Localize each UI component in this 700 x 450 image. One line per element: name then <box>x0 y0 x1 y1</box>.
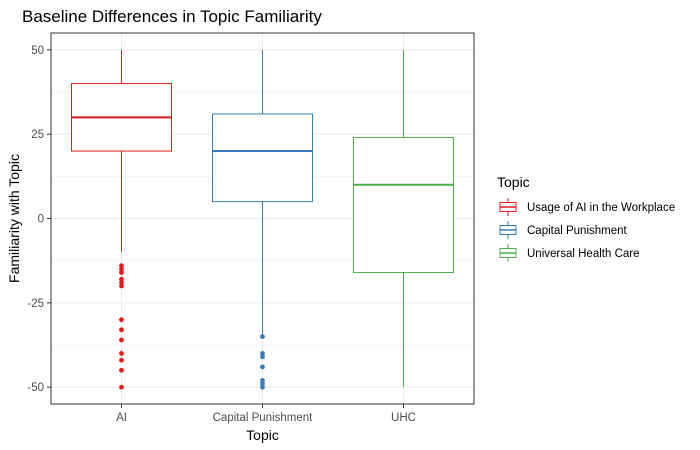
x-tick-label: Capital Punishment <box>213 412 314 424</box>
outlier-point <box>119 280 124 285</box>
x-axis-title: Topic <box>246 427 279 443</box>
legend-label: Universal Health Care <box>527 248 640 260</box>
box-group <box>353 49 454 388</box>
outlier-point <box>119 357 124 363</box>
outlier-point <box>119 351 124 356</box>
chart-title: Baseline Differences in Topic Familiarit… <box>22 7 322 26</box>
legend: Topic Usage of AI in the Workplace Capita… <box>497 174 675 262</box>
outlier-point <box>119 317 124 323</box>
y-tick-label: -25 <box>27 298 44 310</box>
outlier-point <box>260 384 265 390</box>
x-tick-label: AI <box>116 412 127 424</box>
y-tick-label: 50 <box>31 45 44 57</box>
legend-key <box>499 244 517 262</box>
legend-title: Topic <box>497 174 530 190</box>
y-axis: -50 -25 0 25 50 <box>27 45 51 394</box>
y-tick-label: 0 <box>38 214 44 226</box>
outlier-point <box>260 334 265 339</box>
outlier-point <box>119 337 124 343</box>
outlier-point <box>260 364 265 370</box>
legend-key <box>499 198 517 216</box>
y-tick-label: -50 <box>27 382 44 394</box>
outlier-point <box>119 276 124 282</box>
outlier-point <box>260 354 265 360</box>
box <box>353 137 454 273</box>
outlier-point <box>119 327 124 333</box>
box <box>212 113 313 203</box>
legend-label: Usage of AI in the Workplace <box>527 202 675 214</box>
boxes <box>71 49 454 390</box>
y-tick-label: 25 <box>31 129 44 141</box>
outlier-point <box>119 283 124 289</box>
outlier-point <box>119 367 124 373</box>
box-group <box>212 49 313 390</box>
legend-label: Capital Punishment <box>527 225 628 237</box>
box-group <box>71 49 172 390</box>
outlier-point <box>260 381 265 387</box>
outlier-point <box>119 384 124 390</box>
outlier-point <box>119 270 124 275</box>
outlier-point <box>260 377 265 383</box>
legend-key <box>499 221 517 239</box>
y-axis-title: Familiarity with Topic <box>6 154 22 283</box>
x-axis: AI Capital Punishment UHC <box>116 404 416 424</box>
outlier-point <box>119 266 124 272</box>
outlier-point <box>260 351 265 356</box>
outlier-point <box>119 263 124 269</box>
x-tick-label: UHC <box>391 412 416 424</box>
